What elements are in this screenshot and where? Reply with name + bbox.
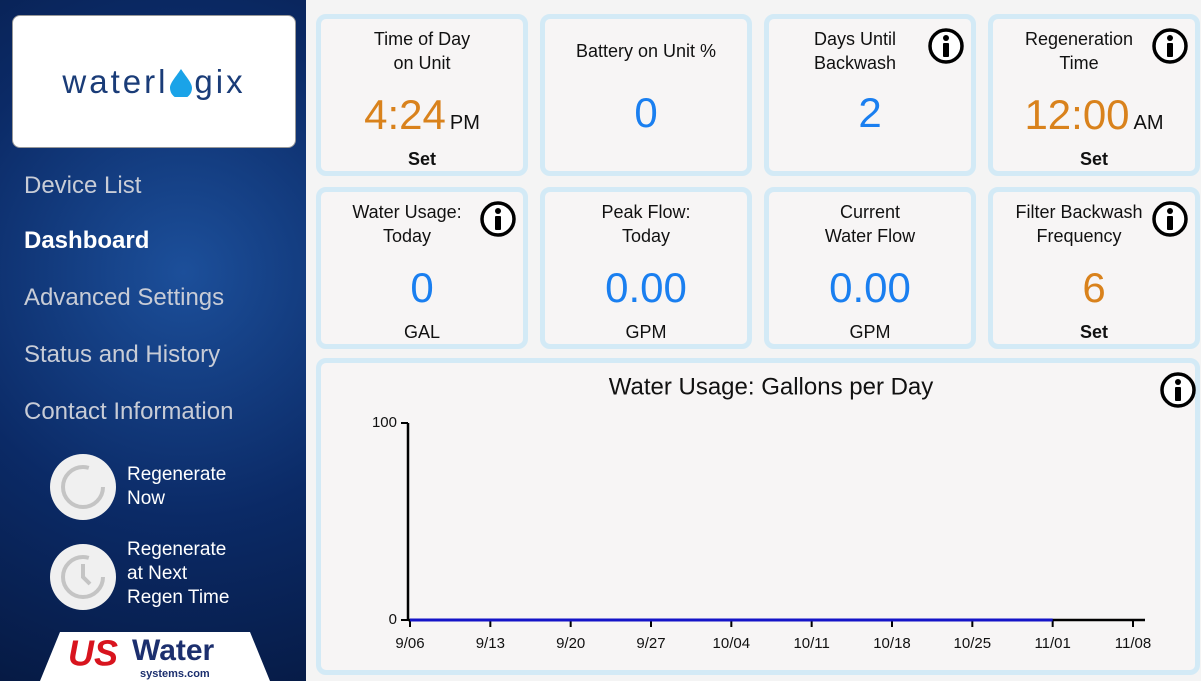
tile: Regeneration Time 12:00 AM Set xyxy=(988,14,1200,176)
value-text: 2 xyxy=(858,89,882,136)
y-tick-label: 0 xyxy=(389,611,397,628)
brand-us: US xyxy=(68,633,118,674)
action-line: Now xyxy=(127,488,166,509)
action-icon[interactable] xyxy=(50,454,116,520)
info-icon[interactable] xyxy=(1159,371,1197,409)
x-tick-label: 10/11 xyxy=(793,635,829,652)
tile-footer[interactable]: Set xyxy=(1079,322,1108,342)
brand-water: Water xyxy=(132,634,215,667)
tile-value: 6 xyxy=(993,264,1195,312)
logo-text: gix xyxy=(194,62,246,100)
tile: Battery on Unit % 0 xyxy=(540,14,752,176)
tile-title-line: Water Usage: xyxy=(352,202,462,222)
logo-text: waterl xyxy=(62,62,169,100)
chart-panel: Water Usage: Gallons per Day 0 100 9/06 9/1… xyxy=(316,358,1200,675)
tile-title-line: Time xyxy=(1059,53,1099,73)
tile-title: Battery on Unit % xyxy=(545,39,747,63)
tile-value: 0.00 xyxy=(545,264,747,312)
action-line: Regen Time xyxy=(127,587,230,608)
tile-title: Current Water Flow xyxy=(769,200,971,248)
tile-footer: GPM xyxy=(625,322,667,342)
nav-item[interactable]: Status and History xyxy=(24,341,221,368)
tile: Peak Flow: Today 0.00 GPM xyxy=(540,187,752,349)
value-unit: PM xyxy=(449,112,480,134)
tile: Current Water Flow 0.00 GPM xyxy=(764,187,976,349)
info-icon[interactable] xyxy=(479,200,517,238)
brand: US Water systems.com xyxy=(40,632,270,681)
tile-title-line: Filter Backwash xyxy=(1015,202,1143,222)
action-label[interactable]: Regenerate at Next Regen Time xyxy=(127,538,229,610)
action-label[interactable]: Regenerate Now xyxy=(127,463,226,511)
tile-title: Filter Backwash Frequency xyxy=(993,200,1195,248)
nav-item[interactable]: Device List xyxy=(24,172,142,199)
value-text: 0 xyxy=(410,264,434,311)
x-tick-label: 11/01 xyxy=(1034,635,1070,652)
action-line: at Next xyxy=(127,563,188,584)
tile-title-line: Time of Day xyxy=(373,29,471,49)
y-tick-label: 100 xyxy=(372,414,397,431)
tile-value: 12:00 AM xyxy=(993,91,1195,139)
nav-item[interactable]: Contact Information xyxy=(24,398,234,425)
tile-title-line: Today xyxy=(382,226,432,246)
value-text: 4:24 xyxy=(364,91,446,138)
logo-drop xyxy=(170,68,193,97)
action-line: Regenerate xyxy=(127,464,227,485)
tile-title-line: Current xyxy=(839,202,901,222)
x-tick-label: 9/06 xyxy=(395,635,424,652)
tile-title-line: Peak Flow: xyxy=(601,202,691,222)
tile-title-line: Days Until xyxy=(813,29,897,49)
x-tick-label: 10/25 xyxy=(954,635,992,652)
tile-value: 0 xyxy=(321,264,523,312)
tile-title: Time of Day on Unit xyxy=(321,27,523,75)
brand-site: systems.com xyxy=(140,668,210,680)
tile-footer[interactable]: Set xyxy=(1079,149,1108,169)
x-tick-label: 9/20 xyxy=(556,635,585,652)
tile-footer[interactable]: Set xyxy=(407,149,436,169)
tile: Water Usage: Today 0 GAL xyxy=(316,187,528,349)
chart-title: Water Usage: Gallons per Day xyxy=(609,373,934,400)
action-icon[interactable] xyxy=(50,544,116,610)
x-tick-label: 9/13 xyxy=(476,635,505,652)
tile: Days Until Backwash 2 xyxy=(764,14,976,176)
value-text: 0.00 xyxy=(605,264,687,311)
logo: waterl gix xyxy=(12,15,296,148)
info-icon[interactable] xyxy=(1151,200,1189,238)
tile-title: Regeneration Time xyxy=(993,27,1195,75)
tile-value: 4:24 PM xyxy=(321,91,523,139)
value-text: 6 xyxy=(1082,264,1106,311)
value-text: 0 xyxy=(634,89,658,136)
tile-title: Peak Flow: Today xyxy=(545,200,747,248)
info-icon[interactable] xyxy=(927,27,965,65)
tile-title-line: Backwash xyxy=(813,53,897,73)
tile-title: Days Until Backwash xyxy=(769,27,971,75)
tile-value: 2 xyxy=(769,89,971,137)
info-icon[interactable] xyxy=(1151,27,1189,65)
tile-value: 0.00 xyxy=(769,264,971,312)
x-tick-label: 11/08 xyxy=(1115,635,1151,652)
action-line: Regenerate xyxy=(127,539,227,560)
nav-item[interactable]: Advanced Settings xyxy=(24,284,225,311)
x-tick-label: 9/27 xyxy=(636,635,665,652)
tile-title-line: Regeneration xyxy=(1024,29,1134,49)
tile-footer: GPM xyxy=(849,322,891,342)
tile-title-line: Frequency xyxy=(1036,226,1122,246)
value-text: 0.00 xyxy=(829,264,911,311)
tile-title-line: Battery on Unit % xyxy=(575,41,717,61)
nav-item[interactable]: Dashboard xyxy=(24,227,150,254)
tile-value: 0 xyxy=(545,89,747,137)
tile: Filter Backwash Frequency 6 Set xyxy=(988,187,1200,349)
tile-title-line: Today xyxy=(621,226,671,246)
sidebar: waterl gix Device List Dashboard Advanced … xyxy=(0,0,306,681)
chart: Water Usage: Gallons per Day 0 100 9/06 9/1… xyxy=(372,373,1151,652)
tile-title-line: Water Flow xyxy=(824,226,916,246)
tile-footer: GAL xyxy=(403,322,441,342)
tile-title: Water Usage: Today xyxy=(321,200,523,248)
tile: Time of Day on Unit 4:24 PM Set xyxy=(316,14,528,176)
x-tick-label: 10/18 xyxy=(873,635,911,652)
tile-title-line: on Unit xyxy=(393,53,451,73)
x-tick-label: 10/04 xyxy=(713,635,751,652)
value-text: 12:00 xyxy=(1024,91,1130,138)
value-unit: AM xyxy=(1133,112,1164,134)
